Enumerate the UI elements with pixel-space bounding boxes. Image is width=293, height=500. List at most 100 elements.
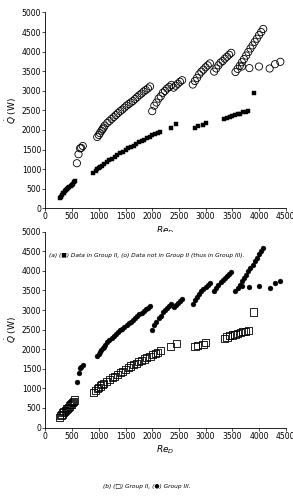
Point [247, 284, 252, 292]
Point [203, 119, 208, 127]
Point [137, 138, 141, 146]
Point [257, 62, 261, 70]
Point [114, 330, 118, 338]
Point [163, 306, 167, 314]
Point [150, 107, 154, 115]
Point [252, 257, 257, 265]
Point [158, 347, 163, 355]
Point [101, 343, 106, 351]
Point [101, 160, 106, 168]
Point [115, 151, 120, 159]
Point [133, 95, 137, 103]
Point [240, 278, 244, 285]
Point [243, 327, 248, 335]
Point [105, 158, 109, 166]
Point [278, 277, 283, 285]
Point [120, 106, 125, 114]
Point [165, 84, 169, 92]
Point [251, 308, 256, 316]
Point [68, 182, 73, 190]
Point [65, 404, 70, 412]
Point [201, 66, 206, 74]
Point [69, 400, 74, 408]
Point [131, 142, 136, 150]
Point [137, 310, 142, 318]
Point [62, 188, 67, 196]
Point [115, 370, 120, 378]
Point [144, 306, 148, 314]
Point [61, 190, 65, 198]
Point [238, 110, 243, 118]
Point [242, 55, 246, 63]
Point [237, 281, 242, 289]
Point [116, 109, 120, 117]
Point [59, 192, 63, 200]
Point [193, 77, 197, 85]
Point [100, 125, 105, 133]
Point [137, 358, 141, 366]
Point [246, 268, 251, 276]
Point [134, 140, 139, 148]
Point [81, 142, 85, 150]
Point [178, 78, 182, 86]
Point [230, 112, 235, 120]
Point [134, 360, 139, 368]
Point [154, 98, 159, 106]
Y-axis label: $\dot{Q}$ (W): $\dot{Q}$ (W) [4, 316, 19, 343]
Point [139, 138, 144, 145]
Point [229, 49, 234, 57]
Point [257, 282, 261, 290]
Point [111, 332, 116, 340]
Point [235, 110, 240, 118]
Point [235, 330, 240, 338]
Point [201, 285, 206, 293]
Point [95, 384, 100, 392]
Point [156, 94, 161, 102]
Point [222, 54, 227, 62]
Point [120, 367, 125, 375]
Point [195, 74, 200, 82]
Point [240, 58, 244, 66]
Point [230, 331, 235, 339]
Point [118, 368, 122, 376]
Point [135, 312, 139, 320]
Point [124, 102, 129, 110]
Point [193, 343, 197, 351]
Point [76, 370, 81, 378]
Point [237, 62, 242, 70]
Point [176, 80, 180, 88]
Point [59, 192, 64, 200]
Point [244, 52, 248, 60]
Y-axis label: $\dot{Q}$ (W): $\dot{Q}$ (W) [4, 97, 19, 124]
Point [195, 342, 200, 349]
Point [156, 314, 161, 322]
Point [118, 107, 122, 115]
Point [81, 361, 85, 369]
Point [111, 113, 116, 121]
Point [244, 271, 248, 279]
Point [131, 97, 135, 105]
Point [99, 126, 104, 134]
Point [250, 260, 255, 268]
Point [165, 304, 169, 312]
Point [139, 356, 144, 364]
Point [212, 68, 217, 76]
Point [96, 383, 101, 391]
Point [135, 93, 139, 101]
Point [227, 112, 232, 120]
Point [71, 398, 76, 406]
Point [131, 316, 135, 324]
Point [207, 60, 212, 68]
Point [101, 124, 106, 132]
Point [195, 293, 200, 301]
Point [113, 372, 117, 380]
Point [257, 31, 261, 39]
Point [169, 300, 174, 308]
Point [240, 282, 244, 290]
Point [154, 318, 159, 326]
Point [144, 354, 149, 362]
Point [70, 399, 75, 407]
Point [250, 42, 255, 50]
Point [199, 287, 204, 295]
Point [159, 92, 163, 100]
